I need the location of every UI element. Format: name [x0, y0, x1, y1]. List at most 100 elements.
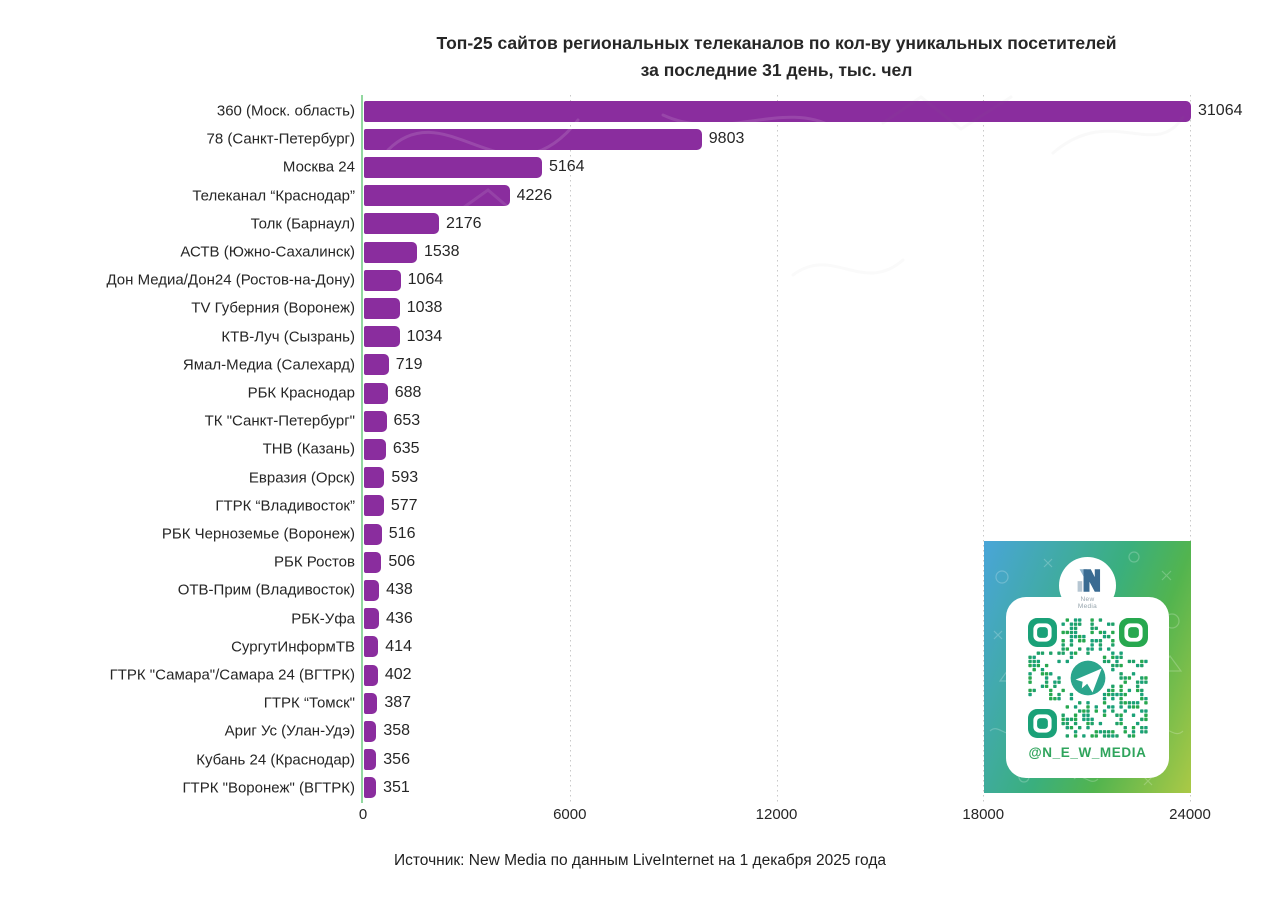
- value-label: 577: [390, 496, 418, 514]
- bar: [364, 185, 510, 207]
- category-label: Кубань 24 (Краснодар): [196, 751, 355, 769]
- value-label: 719: [395, 355, 423, 373]
- value-label: 414: [385, 637, 412, 655]
- value-label: 4226: [516, 186, 553, 204]
- x-tick-label: 6000: [553, 806, 587, 823]
- bar: [364, 608, 380, 630]
- bar: [364, 551, 382, 573]
- bar-row: Кубань 24 (Краснодар) 356: [196, 746, 1190, 774]
- gridline: [983, 95, 985, 803]
- value-label: 1038: [406, 299, 443, 317]
- category-label: Москва 24: [282, 158, 355, 176]
- category-label: СургутИнформТВ: [231, 638, 355, 656]
- bar: [364, 495, 384, 517]
- source-caption: Источник: New Media по данным LiveIntern…: [393, 852, 887, 869]
- bar: [364, 523, 382, 545]
- category-label: АСТВ (Южно-Сахалинск): [180, 243, 355, 261]
- bar-row: ГТРК "Самара"/Самара 24 (ВГТРК) 402: [110, 661, 1190, 689]
- bar: [364, 297, 400, 319]
- bar-row: Ямал-Медиа (Салехард) 719: [183, 351, 1190, 379]
- value-label: 1538: [423, 243, 460, 261]
- category-label: Евразия (Орск): [248, 469, 355, 487]
- logo-caption-line2: Media: [1077, 603, 1098, 610]
- bar-row: РБК-Уфа 436: [291, 605, 1190, 633]
- value-label: 356: [383, 750, 410, 768]
- bar: [364, 382, 388, 404]
- category-label: Ямал-Медиа (Салехард): [182, 356, 355, 374]
- category-label: ТНВ (Казань): [262, 440, 355, 458]
- category-label: ОТВ-Прим (Владивосток): [177, 581, 355, 599]
- bar: [364, 692, 378, 714]
- value-label: 438: [386, 581, 413, 599]
- category-label: 360 (Моск. область): [216, 102, 355, 120]
- value-label: 2176: [445, 214, 482, 232]
- bar: [364, 128, 702, 150]
- bar: [364, 100, 1191, 122]
- x-tick-label: 0: [358, 806, 368, 823]
- value-label: 506: [388, 553, 416, 571]
- category-label: 78 (Санкт-Петербург): [206, 130, 355, 148]
- category-label: ГТРК "Самара"/Самара 24 (ВГТРК): [109, 666, 355, 684]
- qr-promo-card: New Media @N_E_W_MEDIA: [984, 541, 1191, 793]
- category-label: ГТРК “Владивосток”: [215, 497, 355, 515]
- telegram-handle: @N_E_W_MEDIA: [1028, 745, 1147, 760]
- bar-row: Ариг Ус (Улан-Удэ) 358: [225, 717, 1190, 745]
- bar-row: Толк (Барнаул) 2176: [251, 210, 1190, 238]
- value-label: 593: [391, 468, 419, 486]
- bar-row: ОТВ-Прим (Владивосток) 438: [178, 576, 1190, 604]
- logo-caption-line1: New: [1080, 596, 1095, 603]
- chart-title-line2: за последние 31 день, тыс. чел: [640, 60, 913, 80]
- plot-area: 360 (Моск. область) 31064 78 (Санкт-Петерб…: [106, 95, 1243, 803]
- bar-row: РБК Черноземье (Воронеж) 516: [162, 520, 1190, 548]
- bar-row: Телеканал “Краснодар” 4226: [192, 182, 1190, 210]
- y-axis-baseline: [361, 95, 363, 803]
- bar-row: 360 (Моск. область) 31064: [217, 97, 1243, 125]
- bar-row: ГТРК “Владивосток” 577: [215, 492, 1190, 520]
- bar-row: АСТВ (Южно-Сахалинск) 1538: [180, 238, 1190, 266]
- category-label: КТВ-Луч (Сызрань): [221, 328, 355, 346]
- bar-row: РБК Ростов 506: [274, 548, 1190, 576]
- value-label: 1064: [407, 271, 444, 289]
- bar-row: ТНВ (Казань) 635: [263, 435, 1190, 463]
- gridline: [1190, 95, 1191, 803]
- new-media-n-icon: [1077, 569, 1101, 592]
- bar-row: РБК Краснодар 688: [248, 379, 1190, 407]
- value-label: 516: [388, 525, 416, 543]
- x-tick-label: 24000: [1169, 806, 1211, 823]
- gridline: [776, 95, 778, 803]
- value-label: 31064: [1198, 102, 1243, 120]
- bar-row: ГТРК “Томск" 387: [264, 689, 1190, 717]
- category-label: Толк (Барнаул): [250, 215, 355, 233]
- category-label: Телеканал “Краснодар”: [192, 187, 355, 205]
- bar: [364, 467, 385, 489]
- bar-row: Евразия (Орск) 593: [249, 464, 1190, 492]
- category-label: ГТРК “Томск": [263, 694, 355, 712]
- value-label: 688: [394, 384, 422, 402]
- bar: [364, 664, 378, 686]
- bar: [364, 636, 379, 658]
- value-label: 1034: [406, 327, 443, 345]
- bar: [364, 777, 377, 799]
- gridline: [569, 95, 571, 803]
- bar-row: Москва 24 5164: [283, 153, 1190, 181]
- bar: [364, 579, 380, 601]
- bar: [364, 354, 389, 376]
- bar-row: TV Губерния (Воронеж) 1038: [191, 294, 1190, 322]
- chart-title-line1: Топ-25 сайтов региональных телеканалов п…: [436, 33, 1117, 53]
- qr-code: [1028, 618, 1148, 738]
- value-label: 5164: [548, 158, 585, 176]
- category-label: Ариг Ус (Улан-Удэ): [224, 722, 355, 740]
- value-label: 436: [386, 609, 413, 627]
- bar: [364, 720, 377, 742]
- bar: [364, 213, 439, 235]
- category-label: РБК Черноземье (Воронеж): [161, 525, 355, 543]
- bar: [364, 326, 400, 348]
- category-label: Дон Медиа/Дон24 (Ростов-на-Дону): [106, 271, 355, 289]
- bar: [364, 156, 542, 178]
- value-label: 387: [384, 694, 412, 712]
- value-label: 9803: [708, 130, 745, 148]
- bar: [364, 438, 386, 460]
- value-label: 635: [392, 440, 420, 458]
- category-label: РБК-Уфа: [291, 610, 355, 628]
